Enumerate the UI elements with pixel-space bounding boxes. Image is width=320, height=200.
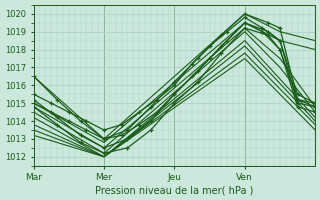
X-axis label: Pression niveau de la mer( hPa ): Pression niveau de la mer( hPa ) — [95, 185, 253, 195]
